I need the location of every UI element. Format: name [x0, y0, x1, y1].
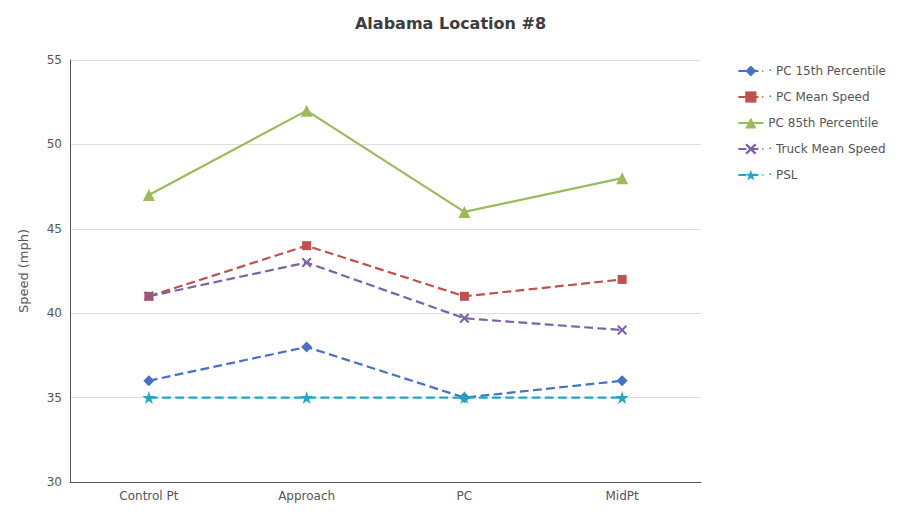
- svg-text:Alabama Location #8: Alabama Location #8: [355, 14, 546, 33]
- svg-text:Approach: Approach: [278, 489, 335, 503]
- svg-text:· PC Mean Speed: · PC Mean Speed: [768, 90, 869, 104]
- svg-text:55: 55: [47, 53, 62, 67]
- svg-text:Speed (mph): Speed (mph): [16, 229, 31, 313]
- svg-text:· Truck Mean Speed: · Truck Mean Speed: [768, 142, 885, 156]
- svg-text:30: 30: [47, 475, 62, 489]
- svg-text:Control Pt: Control Pt: [119, 489, 178, 503]
- svg-text:PC: PC: [457, 489, 473, 503]
- svg-text:· PC 15th Percentile: · PC 15th Percentile: [768, 64, 886, 78]
- svg-text:45: 45: [47, 222, 62, 236]
- svg-text:MidPt: MidPt: [606, 489, 640, 503]
- svg-text:40: 40: [47, 306, 62, 320]
- svg-text:· PSL: · PSL: [768, 168, 797, 182]
- svg-text:50: 50: [47, 137, 62, 151]
- svg-text:35: 35: [47, 391, 62, 405]
- svg-text:PC 85th Percentile: PC 85th Percentile: [768, 116, 878, 130]
